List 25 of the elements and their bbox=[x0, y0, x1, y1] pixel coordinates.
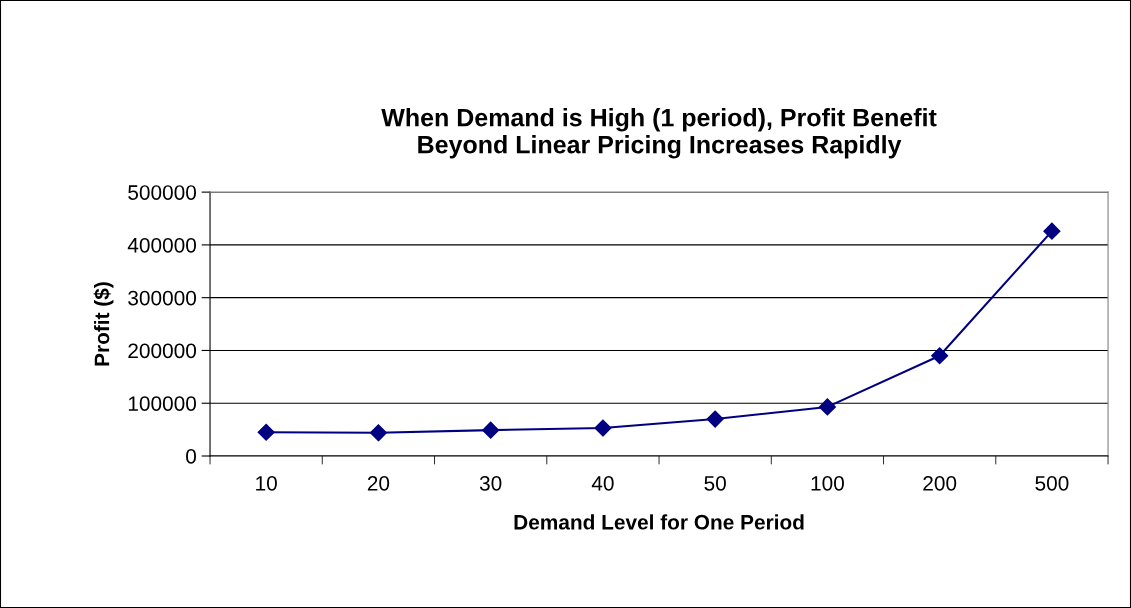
point bbox=[369, 424, 387, 442]
y-tick-label: 500000 bbox=[128, 185, 197, 200]
x-tick-label: 200 bbox=[923, 475, 957, 491]
point bbox=[594, 419, 612, 437]
x-tick-label: 100 bbox=[811, 475, 844, 491]
x-tick-label: 40 bbox=[591, 475, 614, 491]
y-tick-label: 300000 bbox=[128, 290, 197, 306]
chart-title: When Demand is High (1 period), Profit Benefit Beyond Linear Pricing Increases Rapidly bbox=[381, 108, 937, 159]
point bbox=[482, 421, 500, 439]
x-tick-label: 500 bbox=[1035, 475, 1069, 491]
point bbox=[706, 410, 724, 428]
point bbox=[818, 398, 836, 416]
x-axis-title: Demand Level for One Period bbox=[514, 514, 804, 530]
x-tick-label: 10 bbox=[256, 475, 277, 491]
x-tick-label: 30 bbox=[479, 475, 502, 491]
y-tick-label: 100000 bbox=[128, 396, 197, 411]
x-tick-label: 50 bbox=[704, 475, 726, 491]
y-tick-label: 400000 bbox=[127, 237, 197, 253]
y-tick-label: 0 bbox=[186, 449, 197, 464]
point bbox=[931, 347, 949, 365]
x-tick-label: 20 bbox=[367, 475, 390, 491]
point bbox=[1043, 222, 1061, 240]
y-axis-title: Profit ($) bbox=[93, 282, 114, 366]
point bbox=[257, 423, 275, 441]
y-tick-label: 200000 bbox=[128, 343, 197, 359]
